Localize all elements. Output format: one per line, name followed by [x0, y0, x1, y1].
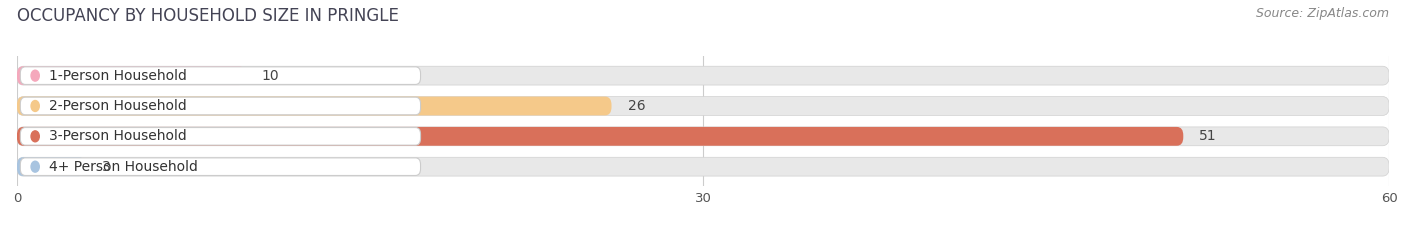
Circle shape: [31, 161, 39, 172]
FancyBboxPatch shape: [17, 66, 246, 85]
FancyBboxPatch shape: [17, 157, 86, 176]
FancyBboxPatch shape: [17, 157, 1389, 176]
Text: 3: 3: [101, 160, 110, 174]
FancyBboxPatch shape: [17, 97, 1389, 115]
Text: 10: 10: [262, 69, 280, 83]
Text: 2-Person Household: 2-Person Household: [49, 99, 187, 113]
Text: 1-Person Household: 1-Person Household: [49, 69, 187, 83]
Text: OCCUPANCY BY HOUSEHOLD SIZE IN PRINGLE: OCCUPANCY BY HOUSEHOLD SIZE IN PRINGLE: [17, 7, 399, 25]
Circle shape: [31, 70, 39, 81]
FancyBboxPatch shape: [20, 97, 420, 115]
Circle shape: [31, 100, 39, 111]
FancyBboxPatch shape: [20, 158, 420, 175]
FancyBboxPatch shape: [20, 67, 420, 84]
Circle shape: [31, 131, 39, 142]
Text: 26: 26: [627, 99, 645, 113]
Text: 51: 51: [1199, 129, 1218, 143]
Text: Source: ZipAtlas.com: Source: ZipAtlas.com: [1256, 7, 1389, 20]
FancyBboxPatch shape: [17, 97, 612, 115]
FancyBboxPatch shape: [17, 66, 1389, 85]
FancyBboxPatch shape: [20, 127, 420, 145]
Text: 4+ Person Household: 4+ Person Household: [49, 160, 198, 174]
FancyBboxPatch shape: [17, 127, 1184, 146]
FancyBboxPatch shape: [17, 127, 1389, 146]
Text: 3-Person Household: 3-Person Household: [49, 129, 187, 143]
